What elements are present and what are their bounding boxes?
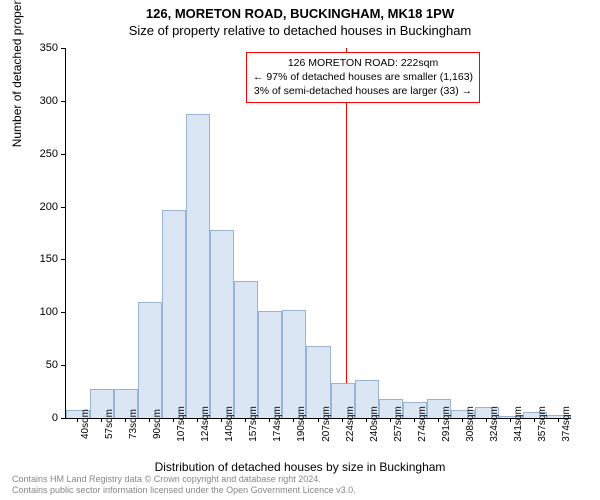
xtick-mark xyxy=(390,418,391,422)
xtick-mark xyxy=(293,418,294,422)
xtick-mark xyxy=(197,418,198,422)
xtick-mark xyxy=(149,418,150,422)
histogram-bar xyxy=(162,210,186,418)
histogram-bar xyxy=(282,310,306,418)
xtick-label: 40sqm xyxy=(80,409,91,439)
ytick-mark xyxy=(61,154,65,155)
xtick-mark xyxy=(510,418,511,422)
xtick-label: 291sqm xyxy=(441,406,452,442)
footer-attribution: Contains HM Land Registry data © Crown c… xyxy=(12,474,356,496)
annotation-line3: 3% of semi-detached houses are larger (3… xyxy=(253,84,473,98)
xtick-label: 240sqm xyxy=(369,406,380,442)
xtick-mark xyxy=(486,418,487,422)
xtick-mark xyxy=(462,418,463,422)
histogram-bar xyxy=(138,302,162,418)
xtick-mark xyxy=(77,418,78,422)
xtick-mark xyxy=(221,418,222,422)
x-axis-label: Distribution of detached houses by size … xyxy=(0,460,600,474)
xtick-label: 224sqm xyxy=(345,406,356,442)
xtick-mark xyxy=(438,418,439,422)
xtick-mark xyxy=(101,418,102,422)
xtick-mark xyxy=(342,418,343,422)
xtick-mark xyxy=(125,418,126,422)
ytick-label: 150 xyxy=(28,253,58,265)
ytick-mark xyxy=(61,48,65,49)
histogram-bar xyxy=(258,311,282,418)
xtick-label: 157sqm xyxy=(248,406,259,442)
chart-title-sub: Size of property relative to detached ho… xyxy=(0,21,600,38)
histogram-bar xyxy=(234,281,258,418)
xtick-label: 341sqm xyxy=(513,406,524,442)
xtick-mark xyxy=(414,418,415,422)
xtick-mark xyxy=(558,418,559,422)
xtick-mark xyxy=(366,418,367,422)
ytick-mark xyxy=(61,418,65,419)
ytick-mark xyxy=(61,259,65,260)
chart-container: 126, MORETON ROAD, BUCKINGHAM, MK18 1PW … xyxy=(0,0,600,500)
xtick-mark xyxy=(173,418,174,422)
ytick-label: 0 xyxy=(28,412,58,424)
xtick-label: 190sqm xyxy=(296,406,307,442)
ytick-label: 350 xyxy=(28,42,58,54)
xtick-mark xyxy=(245,418,246,422)
xtick-label: 90sqm xyxy=(152,409,163,439)
xtick-label: 140sqm xyxy=(224,406,235,442)
histogram-bar xyxy=(210,230,234,418)
ytick-label: 200 xyxy=(28,201,58,213)
ytick-label: 250 xyxy=(28,148,58,160)
ytick-label: 300 xyxy=(28,95,58,107)
xtick-label: 57sqm xyxy=(104,409,115,439)
marker-vline xyxy=(346,48,347,418)
xtick-mark xyxy=(534,418,535,422)
xtick-label: 207sqm xyxy=(321,406,332,442)
annotation-box: 126 MORETON ROAD: 222sqm ← 97% of detach… xyxy=(246,52,480,103)
xtick-label: 73sqm xyxy=(128,409,139,439)
xtick-label: 374sqm xyxy=(561,406,572,442)
ytick-label: 100 xyxy=(28,306,58,318)
xtick-label: 107sqm xyxy=(176,406,187,442)
xtick-mark xyxy=(318,418,319,422)
y-axis-label: Number of detached properties xyxy=(10,0,24,147)
plot-area: 126 MORETON ROAD: 222sqm ← 97% of detach… xyxy=(65,48,571,419)
xtick-label: 324sqm xyxy=(489,406,500,442)
ytick-mark xyxy=(61,312,65,313)
ytick-label: 50 xyxy=(28,359,58,371)
footer-line1: Contains HM Land Registry data © Crown c… xyxy=(12,474,356,485)
xtick-label: 257sqm xyxy=(393,406,404,442)
xtick-label: 124sqm xyxy=(200,406,211,442)
ytick-mark xyxy=(61,207,65,208)
annotation-line2: ← 97% of detached houses are smaller (1,… xyxy=(253,70,473,84)
ytick-mark xyxy=(61,365,65,366)
footer-line2: Contains public sector information licen… xyxy=(12,485,356,496)
xtick-label: 174sqm xyxy=(272,406,283,442)
annotation-line1: 126 MORETON ROAD: 222sqm xyxy=(253,56,473,70)
xtick-label: 357sqm xyxy=(537,406,548,442)
xtick-label: 274sqm xyxy=(417,406,428,442)
xtick-mark xyxy=(269,418,270,422)
chart-title-main: 126, MORETON ROAD, BUCKINGHAM, MK18 1PW xyxy=(0,0,600,21)
xtick-label: 308sqm xyxy=(465,406,476,442)
ytick-mark xyxy=(61,101,65,102)
histogram-bar xyxy=(186,114,210,418)
